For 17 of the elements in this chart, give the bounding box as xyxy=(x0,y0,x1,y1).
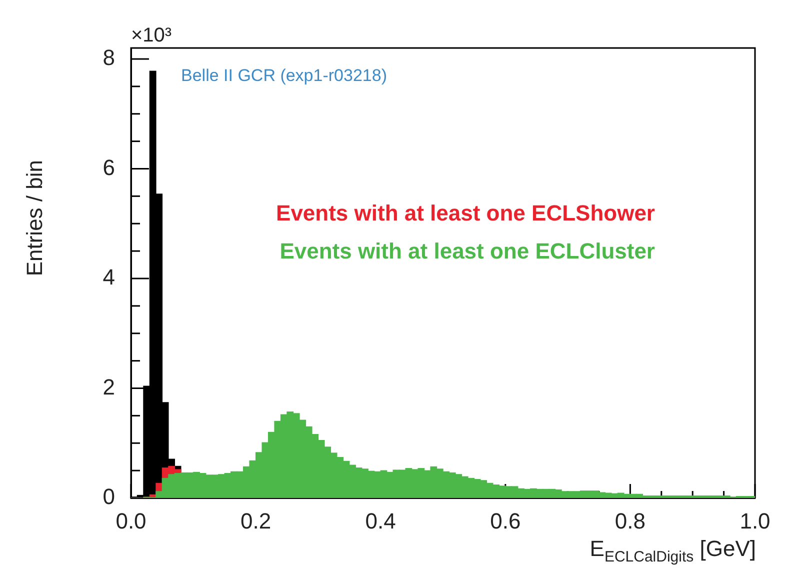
y-tick-label: 6 xyxy=(102,154,115,180)
x-tick-label: 0.8 xyxy=(614,508,646,534)
x-tick-label: 0.0 xyxy=(116,508,146,534)
x-tick-label: 1.0 xyxy=(740,508,770,534)
x-tick-label: 0.6 xyxy=(490,508,521,534)
y-tick-label: 2 xyxy=(102,374,115,400)
y-axis-title: Entries / bin xyxy=(22,160,48,276)
text: Events with at least one ECLCluster xyxy=(280,238,656,264)
text: ×10³ xyxy=(131,24,172,47)
y-tick-label: 0 xyxy=(102,484,115,510)
y-tick-label: 4 xyxy=(102,264,115,290)
x-tick-label: 0.2 xyxy=(240,508,272,534)
annotation: Belle II GCR (exp1-r03218) xyxy=(181,66,387,86)
y-tick-label: 8 xyxy=(102,45,115,70)
x-tick-label: 0.4 xyxy=(365,508,396,534)
x-axis-title: E$_{ECLCalDigits}$ [GeV] xyxy=(590,536,756,566)
text: Events with at least one ECLShower xyxy=(276,200,656,226)
